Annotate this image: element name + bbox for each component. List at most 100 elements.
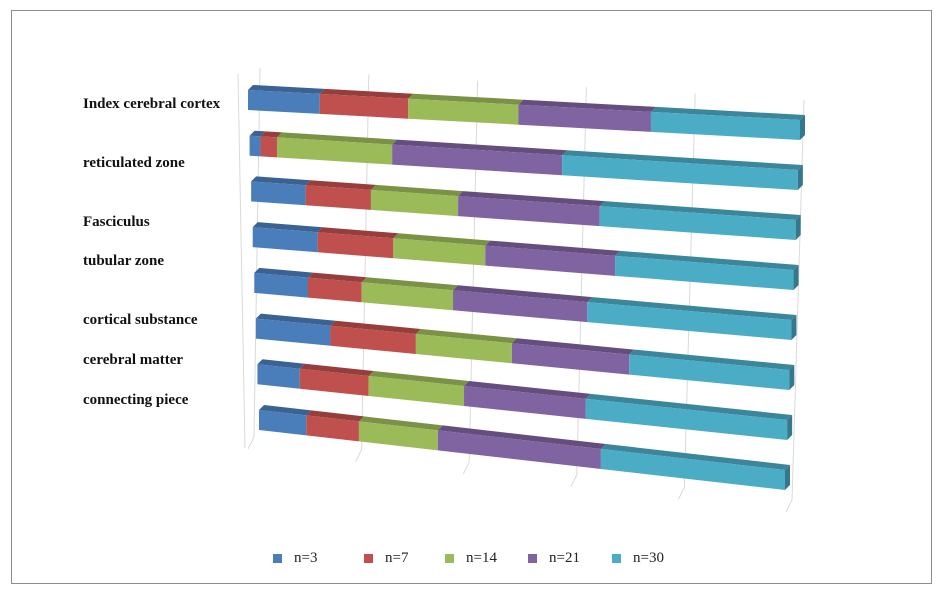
bar-segment-top [306,410,364,422]
bar-segment-top [305,180,376,190]
bar-segment-top [650,106,805,120]
legend-item: n=3 [273,547,317,569]
bar-segment-top [437,425,606,449]
bar-segment [252,227,318,253]
bar-segment [306,415,359,442]
bar-end-cap [800,115,805,140]
bar-segment-top [485,240,621,256]
bar-segment [370,189,459,217]
bar-end-cap [795,215,801,240]
bar-segment-top [257,359,305,369]
axis-line [237,73,246,449]
category-label-text: cerebral matter [83,352,184,368]
legend-label: n=30 [633,549,664,566]
bar-segment [511,343,630,375]
legend-item: n=21 [528,547,580,569]
bar-segment [299,368,369,396]
category-label: Index cerebral cortex [83,94,220,115]
bar-segment-top [259,405,312,416]
bar-segment-top [251,176,311,186]
bar-segment-top [255,313,336,326]
bar-segment [257,364,300,389]
bar-segment-top [453,285,593,303]
bar-segment [317,232,394,259]
category-label-text: connecting piece [83,392,189,408]
bar-segment [276,137,393,165]
category-label: tubular zone [83,251,164,272]
bar-end-cap [793,265,799,290]
legend-swatch [528,553,537,563]
bar-segment-top [358,416,443,431]
category-label-text: reticulated zone [83,155,185,171]
bar-segment [368,375,465,407]
bar-segment [260,136,277,158]
bar-segment [254,272,308,298]
bar-segment [464,386,586,419]
bar-segment [415,334,512,364]
bar-segment [255,318,331,346]
bar-segment [248,90,320,114]
bar-segment-top [599,201,801,220]
bar-segment [437,430,601,469]
bar-segment-top [464,381,591,399]
legend: n=3 n=7 n=14 n=21 n=30 [0,547,946,569]
bar-segment-top [276,132,398,145]
legend-item: n=7 [364,547,408,569]
bar-segment-top [415,329,517,344]
legend-label: n=3 [294,549,318,566]
bar-segment-top [518,99,656,112]
bar-segment [308,277,362,303]
legend-item: n=30 [612,547,664,569]
category-label: cerebral matter [83,350,183,371]
category-label-text: tubular zone [83,253,164,269]
bar-end-cap [789,365,795,390]
legend-swatch [364,553,373,563]
bar-end-cap [797,165,803,190]
bar-segment-top [260,131,282,138]
bar-segment [650,111,800,140]
bar-segment [249,135,261,157]
bar-segment-top [585,393,793,420]
floor-tick [462,461,470,475]
bar-segment [393,238,486,266]
category-label: reticulated zone [83,153,185,174]
bar-segment [319,93,409,119]
bar-segment [259,410,307,436]
bar-segment-top [511,338,635,355]
bar-segment-top [392,139,568,156]
bar-segment-top [562,150,803,170]
floor-tick [677,487,685,500]
gridline [791,99,805,501]
bar-end-cap [785,465,790,490]
bar-segment [587,302,792,340]
bar-segment-top [629,349,795,370]
floor-tick [570,474,578,488]
legend-swatch [273,553,282,563]
bar-segment [562,155,798,190]
bar-end-cap [787,415,793,440]
category-label: Fasciculus [83,212,150,233]
bar-segment [392,144,563,176]
bar-segment-top [299,363,374,376]
legend-swatch [612,553,621,563]
bar-segment [330,325,416,354]
bar-segment-top [252,222,323,233]
bar-segment-top [368,370,470,387]
bar-segment [361,282,454,311]
bar-segment-top [317,227,399,239]
bar-segment [358,421,438,451]
legend-item: n=14 [445,547,497,569]
bar-segment-top [319,88,414,99]
legend-label: n=21 [549,549,580,566]
legend-label: n=14 [466,549,497,566]
category-label: connecting piece [83,390,188,411]
bar-segment-top [587,297,797,320]
gridline [253,67,261,438]
bar-segment [305,185,371,210]
bar-segment-top [249,130,266,137]
category-label: cortical substance [83,310,198,331]
category-label-text: cortical substance [83,312,198,328]
bar-segment [629,354,790,390]
bar-segment-top [615,250,799,270]
